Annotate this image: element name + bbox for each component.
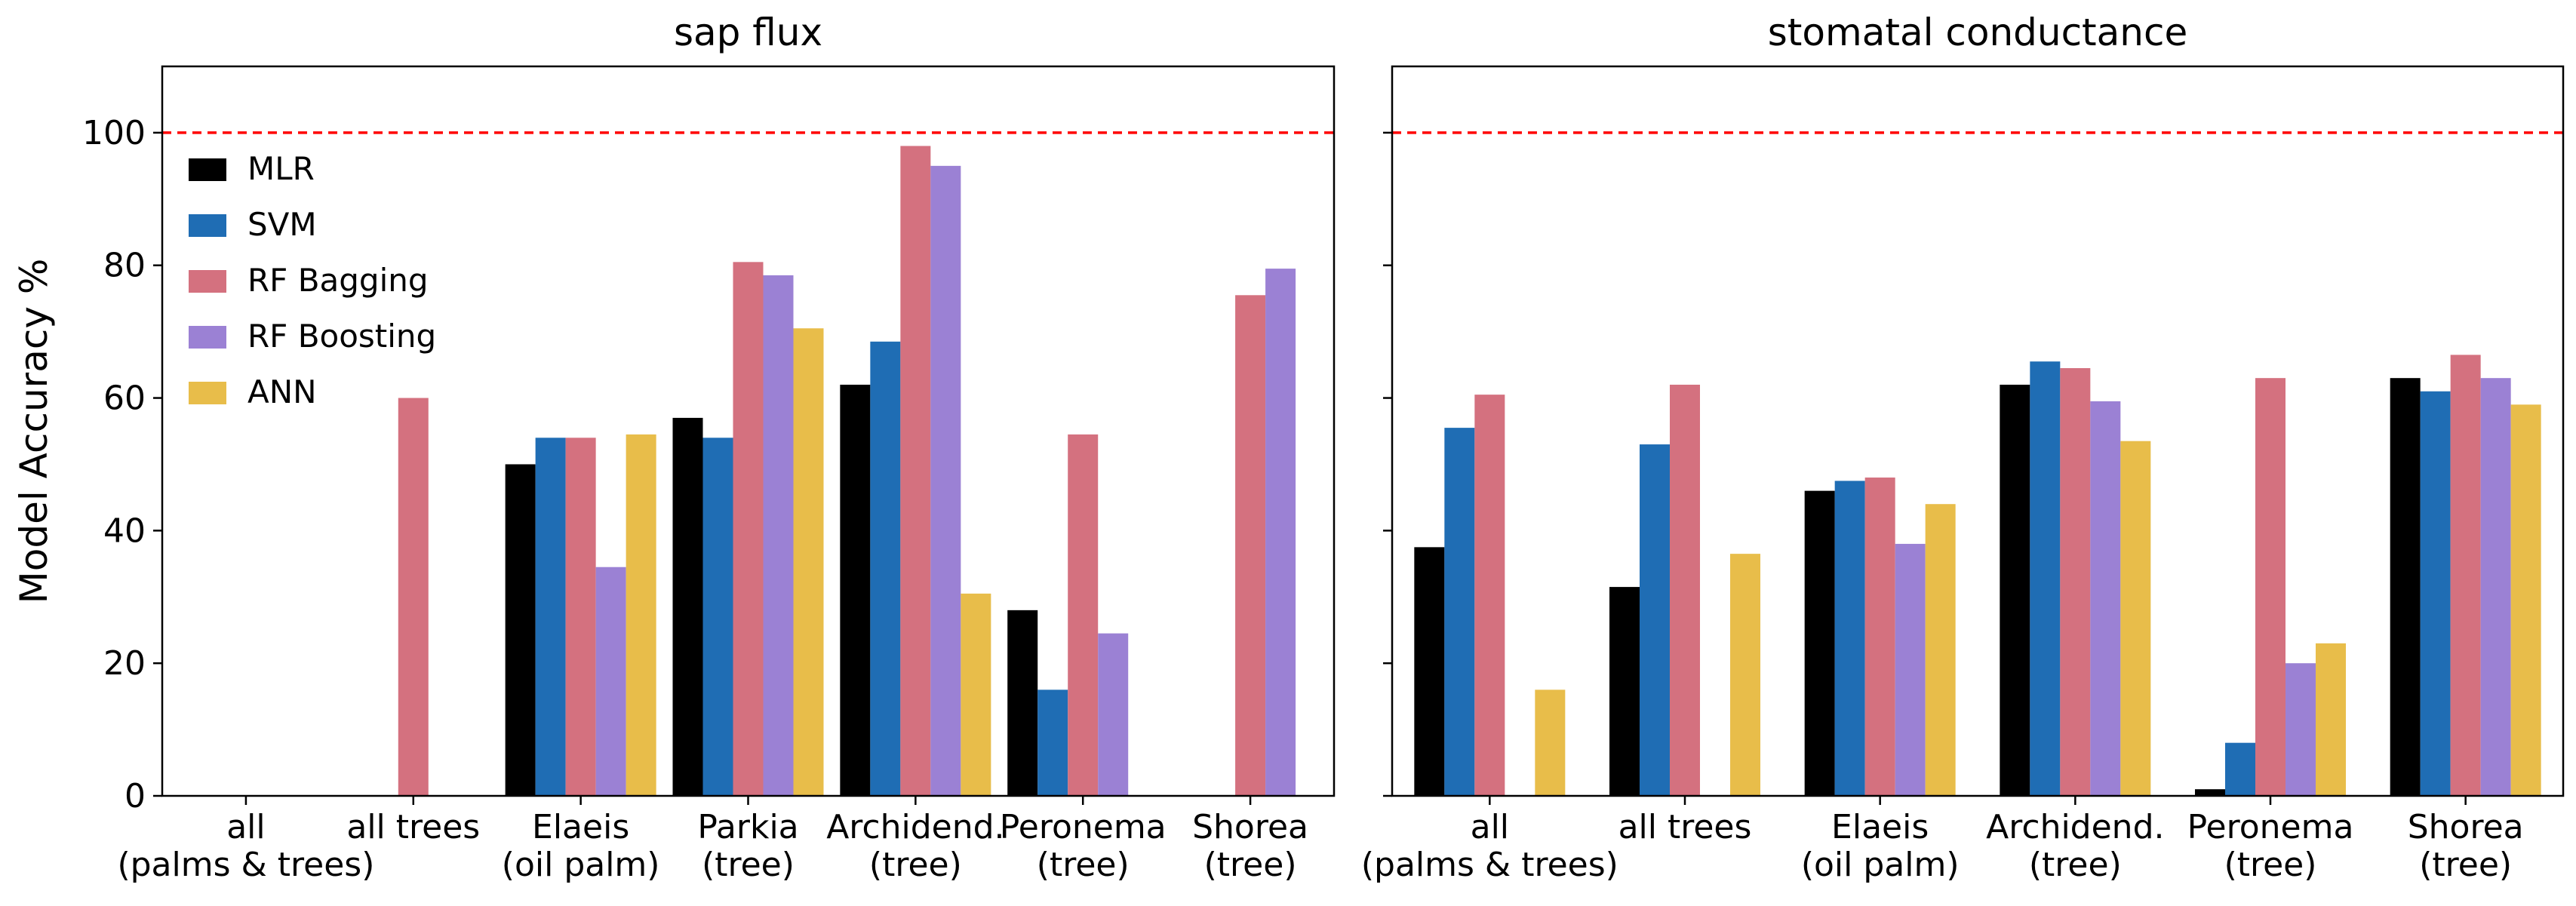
bar-mlr-5	[2390, 378, 2421, 796]
bar-rf-boosting-2	[595, 567, 626, 796]
bar-ann-3	[2120, 441, 2151, 796]
bar-ann-4	[961, 593, 991, 796]
bar-rf-bagging-2	[1864, 478, 1895, 796]
bar-svm-2	[535, 438, 566, 796]
panel-stomatal-conductance: stomatal conductance all(palms & trees)a…	[1361, 11, 2565, 884]
x-tick-label: Shorea	[2408, 808, 2524, 846]
panel-title-sap-flux: sap flux	[674, 11, 822, 54]
bar-svm-5	[2420, 391, 2451, 796]
legend-label-mlr: MLR	[247, 150, 315, 187]
bar-rf-bagging-0	[1474, 395, 1505, 796]
bar-svm-4	[870, 341, 901, 796]
bar-mlr-2	[1804, 490, 1835, 796]
bar-mlr-5	[1007, 610, 1038, 796]
bar-mlr-2	[505, 464, 536, 796]
bar-rf-boosting-5	[1098, 633, 1129, 796]
bar-svm-3	[2030, 361, 2061, 797]
bar-rf-bagging-3	[733, 262, 764, 797]
x-tick-label: Archidend.	[826, 808, 1004, 846]
bar-svm-4	[2225, 742, 2255, 796]
bar-svm-5	[1037, 689, 1068, 796]
x-tick-label: (tree)	[869, 846, 962, 884]
bar-svm-0	[1444, 428, 1475, 796]
x-tick-label: (palms & trees)	[117, 846, 374, 884]
y-tick-label: 100	[82, 114, 146, 152]
y-tick-label: 0	[124, 777, 146, 815]
bar-ann-2	[626, 434, 656, 796]
bar-rf-bagging-3	[2060, 367, 2091, 797]
x-tick-label: (tree)	[1204, 846, 1297, 884]
x-tick-label: Shorea	[1192, 808, 1308, 846]
x-tick-label: all	[226, 808, 265, 846]
legend-label-svm: SVM	[247, 206, 317, 243]
bar-svm-3	[702, 438, 733, 796]
bar-rf-boosting-3	[2090, 401, 2121, 796]
x-tick-label: Elaeis	[1831, 808, 1929, 846]
x-tick-label: (tree)	[1037, 846, 1130, 884]
bar-ann-4	[2316, 643, 2346, 796]
bar-rf-boosting-2	[1895, 543, 1926, 796]
bar-rf-bagging-1	[398, 398, 429, 796]
bar-svm-1	[1640, 444, 1670, 796]
y-tick-label: 40	[103, 511, 146, 550]
y-tick-label: 20	[103, 644, 146, 683]
bar-mlr-4	[2195, 789, 2225, 796]
x-tick-label: Peronema	[2187, 808, 2354, 846]
bar-rf-bagging-2	[565, 438, 596, 796]
bar-rf-bagging-4	[900, 146, 931, 796]
bar-rf-boosting-6	[1265, 269, 1296, 796]
x-tick-label: all trees	[1618, 808, 1752, 846]
bar-rf-bagging-4	[2255, 378, 2286, 796]
bar-rf-bagging-5	[1068, 434, 1099, 796]
bar-mlr-0	[1414, 547, 1445, 796]
legend-swatch-rf-boosting	[189, 326, 226, 349]
legend-swatch-svm	[189, 214, 226, 237]
bar-mlr-3	[2000, 384, 2030, 796]
x-tick-label: Peronema	[1000, 808, 1167, 846]
bar-mlr-4	[840, 384, 871, 796]
x-tick-label: (tree)	[2029, 846, 2122, 884]
x-tick-label: (tree)	[2224, 846, 2317, 884]
bar-svm-2	[1834, 481, 1865, 796]
y-axis-label: Model Accuracy %	[12, 259, 56, 604]
x-tick-label: (tree)	[702, 846, 795, 884]
x-tick-label: (palms & trees)	[1361, 846, 1618, 884]
plot-frame-sap-flux	[161, 65, 1336, 797]
panel-sap-flux: sap flux 0 20 40 60 80 100 all(palms & trees)…	[82, 11, 1336, 884]
bar-rf-boosting-5	[2480, 378, 2511, 796]
bar-rf-boosting-3	[763, 275, 794, 796]
legend-swatch-rf-bagging	[189, 270, 226, 293]
x-tick-label: (oil palm)	[1801, 846, 1960, 884]
bar-rf-boosting-4	[930, 165, 961, 796]
x-tick-label: (oil palm)	[502, 846, 660, 884]
x-tick-label: all trees	[346, 808, 480, 846]
bar-ann-1	[1730, 554, 1760, 796]
x-tick-label: Archidend.	[1986, 808, 2164, 846]
bar-rf-bagging-6	[1235, 295, 1266, 796]
plot-frame-stomatal-conductance	[1391, 65, 2565, 797]
bar-rf-bagging-5	[2450, 355, 2481, 796]
bar-ann-0	[1535, 689, 1566, 796]
bar-mlr-3	[672, 417, 703, 796]
bar-ann-2	[1925, 504, 1956, 796]
x-tick-label: Parkia	[697, 808, 798, 846]
legend-label-rf-boosting: RF Boosting	[247, 318, 436, 355]
y-tick-label: 80	[103, 247, 146, 285]
legend: MLR SVM RF Bagging RF Boosting ANN	[189, 150, 436, 410]
y-tick-label: 60	[103, 379, 146, 418]
x-tick-label: (tree)	[2419, 846, 2512, 884]
bar-rf-boosting-4	[2286, 663, 2316, 796]
bar-ann-5	[2510, 404, 2541, 796]
bar-mlr-1	[1609, 587, 1640, 796]
legend-swatch-ann	[189, 382, 226, 404]
bar-rf-bagging-1	[1670, 384, 1700, 796]
x-tick-label: all	[1471, 808, 1509, 846]
x-tick-label: Elaeis	[532, 808, 629, 846]
legend-label-rf-bagging: RF Bagging	[247, 262, 429, 299]
legend-swatch-mlr	[189, 158, 226, 181]
bar-ann-3	[793, 328, 824, 796]
panel-title-stomatal-conductance: stomatal conductance	[1768, 11, 2188, 54]
legend-label-ann: ANN	[247, 373, 317, 410]
